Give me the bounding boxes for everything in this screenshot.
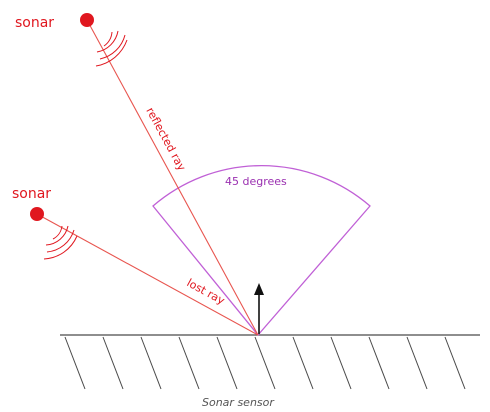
reflected-ray-label: reflected ray <box>143 105 188 173</box>
sonar-top-label: sonar <box>15 15 54 31</box>
sonar-left: sonar <box>12 186 78 260</box>
ground-hatching <box>64 336 466 390</box>
normal-arrow <box>254 283 264 334</box>
hatch-mark <box>178 336 200 390</box>
hatch-mark <box>292 336 314 390</box>
sonar-wave <box>46 229 75 253</box>
hatch-mark <box>216 336 238 390</box>
hatch-mark <box>406 336 428 390</box>
sonar-left-emitter <box>30 207 44 221</box>
diagram-caption: Sonar sensor <box>202 396 275 409</box>
sonar-wave <box>99 34 126 60</box>
reflected-ray-line <box>86 19 259 336</box>
angle-label: 45 degrees <box>225 175 287 188</box>
sonar-wave <box>96 30 119 53</box>
hatch-mark <box>254 336 276 390</box>
angle-cone <box>152 165 371 337</box>
ground <box>60 334 480 390</box>
sonar-top-emitter <box>80 13 94 27</box>
sonar-wave <box>45 225 69 246</box>
sonar-top-waves <box>95 30 128 67</box>
hatch-mark <box>444 336 466 390</box>
hatch-mark <box>64 336 86 390</box>
sonar-wave <box>95 39 128 67</box>
sonar-left-waves <box>43 225 78 260</box>
hatch-mark <box>368 336 390 390</box>
hatch-mark <box>330 336 352 390</box>
sonar-wave <box>103 31 113 47</box>
normal-arrow-head <box>254 283 264 295</box>
lost-ray-line <box>36 213 259 336</box>
hatch-mark <box>102 336 124 390</box>
sonar-wave <box>43 235 78 260</box>
hatch-mark <box>140 336 162 390</box>
sonar-wave <box>52 225 63 240</box>
sonar-left-label: sonar <box>12 186 51 202</box>
sonar-top: sonar <box>15 13 128 67</box>
lost-ray-label: lost ray <box>185 276 228 307</box>
